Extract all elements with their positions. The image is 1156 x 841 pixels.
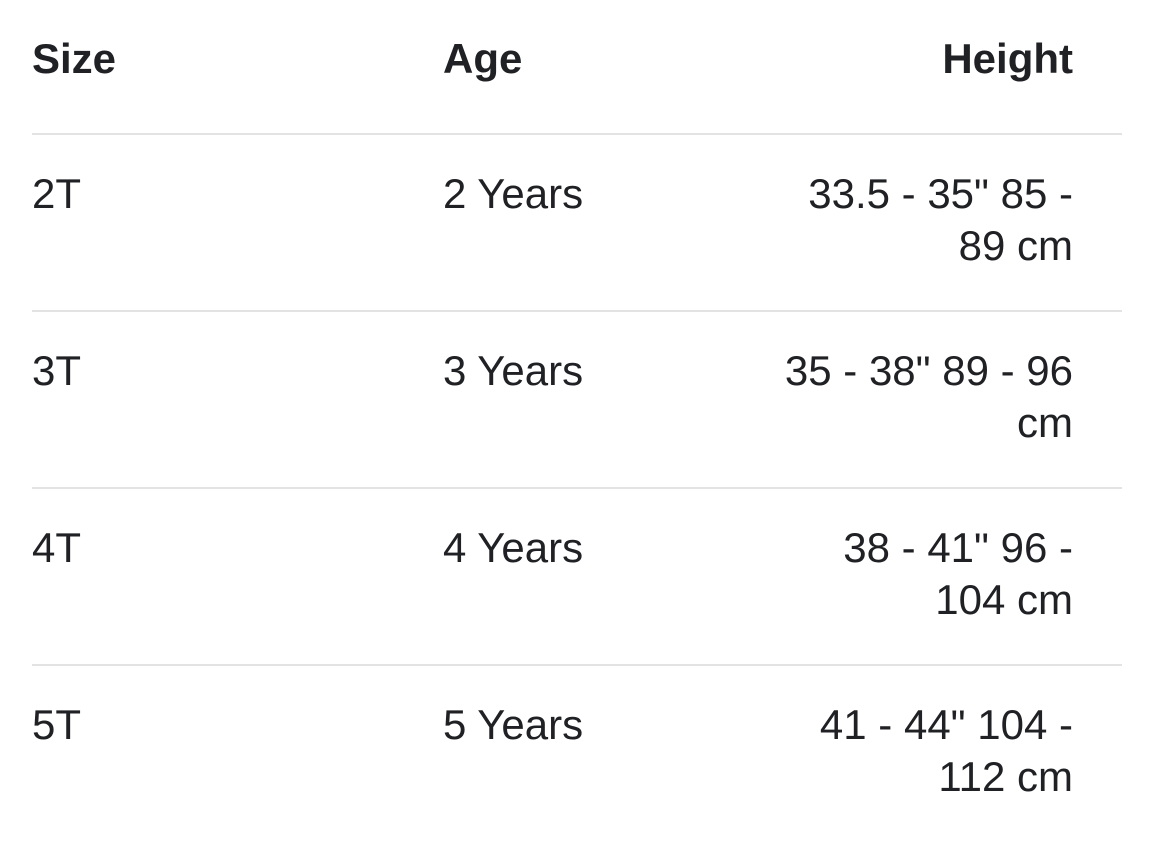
size-cell: 4T (32, 524, 82, 571)
age-cell: 4 Years (443, 524, 584, 571)
height-cell: 41 - 44" 104 - 112 cm (819, 701, 1073, 800)
size-chart-table: Size Age Height 2T 2 Years 33.5 - 35" 85… (32, 0, 1122, 841)
age-cell: 3 Years (443, 347, 584, 394)
size-cell: 5T (32, 701, 82, 748)
size-cell: 3T (32, 347, 82, 394)
height-cell: 35 - 38" 89 - 96 cm (784, 347, 1073, 446)
table-row: 5T 5 Years 41 - 44" 104 - 112 cm (32, 666, 1122, 841)
size-cell: 2T (32, 170, 82, 217)
table-row: 2T 2 Years 33.5 - 35" 85 - 89 cm (32, 135, 1122, 312)
header-size: Size (32, 35, 117, 82)
header-age: Age (443, 35, 523, 82)
header-height: Height (942, 35, 1073, 82)
age-cell: 2 Years (443, 170, 584, 217)
table-row: 4T 4 Years 38 - 41" 96 - 104 cm (32, 489, 1122, 666)
height-cell: 33.5 - 35" 85 - 89 cm (808, 170, 1073, 269)
table-header-row: Size Age Height (32, 0, 1122, 135)
height-cell: 38 - 41" 96 - 104 cm (843, 524, 1073, 623)
age-cell: 5 Years (443, 701, 584, 748)
table-row: 3T 3 Years 35 - 38" 89 - 96 cm (32, 312, 1122, 489)
